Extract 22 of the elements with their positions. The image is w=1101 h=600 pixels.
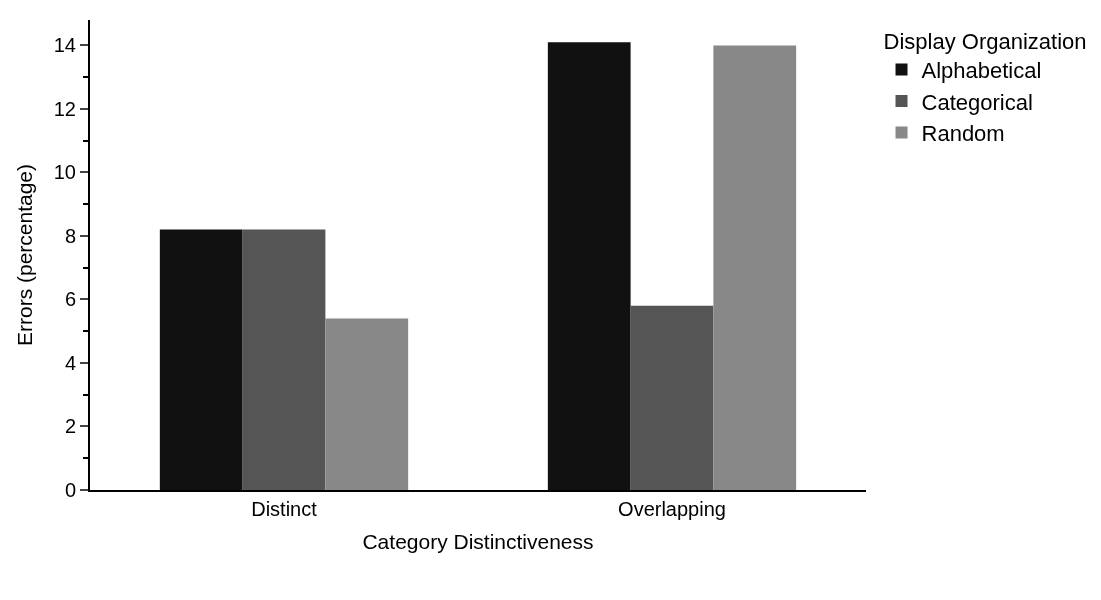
y-tick-label: 6 — [64, 288, 76, 311]
y-tick-label: 0 — [64, 479, 76, 501]
bar — [159, 229, 243, 490]
legend-label: Alphabetical — [921, 57, 1042, 83]
bar — [713, 45, 797, 490]
bar — [547, 42, 631, 490]
legend-label: Random — [921, 121, 1005, 147]
y-axis-title: Errors (percentage) — [13, 163, 37, 347]
bar — [630, 305, 714, 490]
x-tick-label: Distinct — [251, 498, 318, 520]
legend-title: Display Organization — [883, 28, 1087, 54]
y-tick-label: 12 — [53, 97, 76, 120]
y-tick-label: 8 — [64, 224, 76, 247]
x-tick-label: Overlapping — [618, 498, 726, 520]
x-axis-title: Category Distinctiveness — [362, 529, 594, 553]
y-tick-label: 10 — [53, 161, 76, 184]
y-tick-label: 2 — [64, 415, 76, 438]
bar — [325, 318, 409, 490]
y-tick-label: 4 — [64, 351, 76, 374]
bar — [242, 229, 326, 490]
y-tick-label: 14 — [53, 34, 76, 57]
legend-label: Categorical — [921, 89, 1033, 115]
